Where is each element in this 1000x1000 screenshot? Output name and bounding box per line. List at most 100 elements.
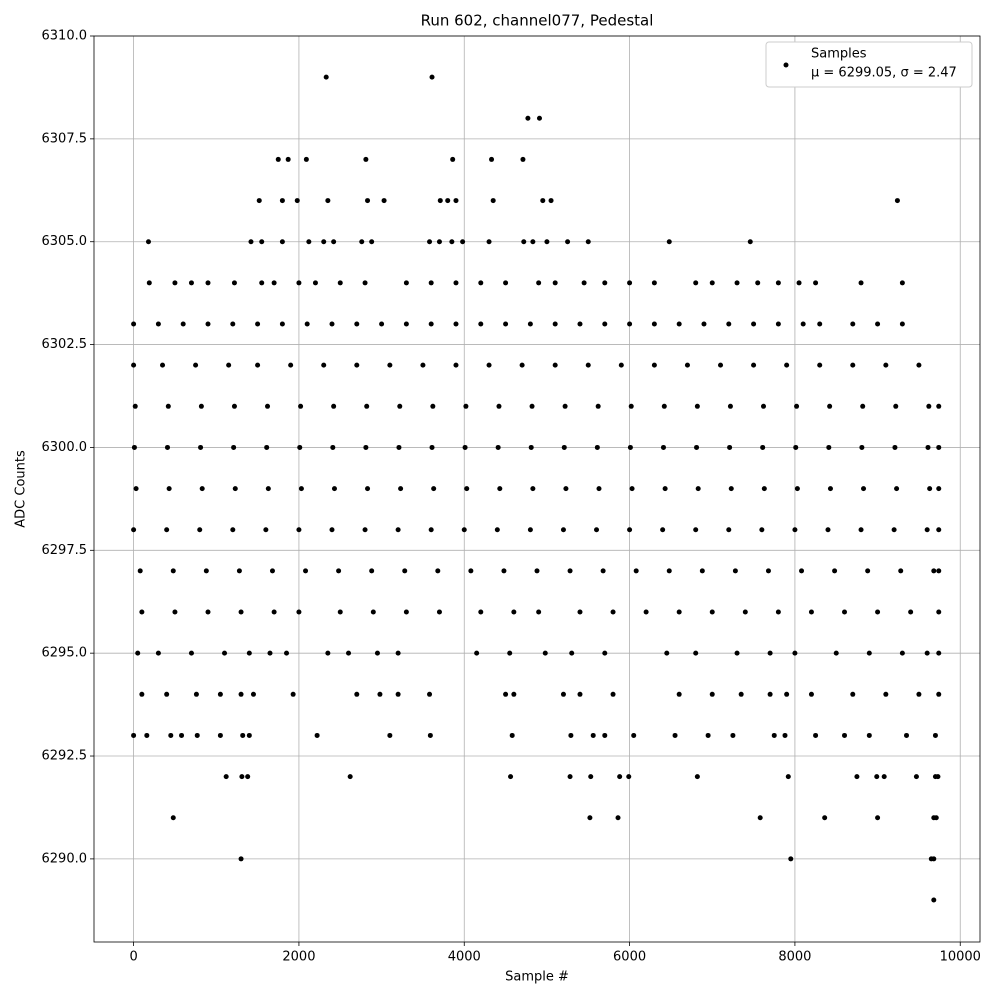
- point: [875, 609, 881, 615]
- point: [246, 732, 252, 738]
- point: [785, 774, 791, 780]
- point: [474, 650, 480, 656]
- point: [560, 691, 566, 697]
- point: [530, 486, 536, 492]
- point: [859, 444, 865, 450]
- legend-label: Samples: [811, 47, 867, 62]
- point: [664, 650, 670, 656]
- point: [850, 691, 856, 697]
- point: [365, 486, 371, 492]
- point: [602, 280, 608, 286]
- point: [936, 568, 942, 574]
- point: [899, 650, 905, 656]
- point: [926, 403, 932, 409]
- point: [381, 198, 387, 204]
- point: [450, 156, 456, 162]
- point: [588, 774, 594, 780]
- point: [468, 568, 474, 574]
- point: [325, 198, 331, 204]
- point: [894, 198, 900, 204]
- point: [250, 691, 256, 697]
- point: [629, 486, 635, 492]
- point: [520, 156, 526, 162]
- point: [312, 280, 318, 286]
- point: [794, 403, 800, 409]
- point: [199, 486, 205, 492]
- point: [139, 691, 145, 697]
- point: [771, 732, 777, 738]
- legend-note: μ = 6299.05, σ = 2.47: [811, 66, 957, 81]
- point: [478, 280, 484, 286]
- point: [861, 486, 867, 492]
- point: [239, 774, 245, 780]
- point: [135, 650, 141, 656]
- point: [347, 774, 353, 780]
- point: [198, 444, 204, 450]
- point: [842, 609, 848, 615]
- x-tick-label: 4000: [448, 950, 481, 965]
- point: [581, 280, 587, 286]
- point: [784, 362, 790, 368]
- point: [397, 403, 403, 409]
- point: [627, 321, 633, 327]
- point: [761, 403, 767, 409]
- x-axis-label: Sample #: [505, 970, 569, 985]
- point: [651, 280, 657, 286]
- x-tick-label: 8000: [778, 950, 811, 965]
- point: [767, 650, 773, 656]
- point: [792, 650, 798, 656]
- legend-marker: [783, 62, 789, 68]
- point: [279, 198, 285, 204]
- point: [875, 815, 881, 821]
- point: [626, 774, 632, 780]
- point: [936, 650, 942, 656]
- point: [548, 198, 554, 204]
- point: [203, 568, 209, 574]
- point: [662, 486, 668, 492]
- x-tick-label: 2000: [282, 950, 315, 965]
- point: [666, 239, 672, 245]
- point: [796, 280, 802, 286]
- y-tick-label: 6310.0: [42, 29, 88, 44]
- point: [435, 568, 441, 574]
- point: [263, 527, 269, 533]
- point: [552, 321, 558, 327]
- point: [364, 403, 370, 409]
- point: [494, 527, 500, 533]
- point: [858, 280, 864, 286]
- point: [279, 239, 285, 245]
- point: [436, 609, 442, 615]
- point: [503, 691, 509, 697]
- point: [230, 527, 236, 533]
- point: [496, 403, 502, 409]
- point: [445, 198, 451, 204]
- point: [931, 856, 937, 862]
- point: [359, 239, 365, 245]
- point: [875, 321, 881, 327]
- point: [694, 444, 700, 450]
- point: [565, 239, 571, 245]
- point: [529, 403, 535, 409]
- point: [165, 403, 171, 409]
- point: [503, 280, 509, 286]
- point: [694, 403, 700, 409]
- point: [936, 691, 942, 697]
- point: [232, 486, 238, 492]
- point: [569, 650, 575, 656]
- chart-title: Run 602, channel077, Pedestal: [421, 12, 654, 30]
- point: [230, 321, 236, 327]
- point: [693, 280, 699, 286]
- point: [728, 486, 734, 492]
- point: [590, 732, 596, 738]
- point: [511, 691, 517, 697]
- point: [194, 732, 200, 738]
- point: [363, 444, 369, 450]
- point: [453, 362, 459, 368]
- point: [330, 444, 336, 450]
- point: [264, 444, 270, 450]
- point: [617, 774, 623, 780]
- point: [842, 732, 848, 738]
- point: [595, 403, 601, 409]
- point: [850, 362, 856, 368]
